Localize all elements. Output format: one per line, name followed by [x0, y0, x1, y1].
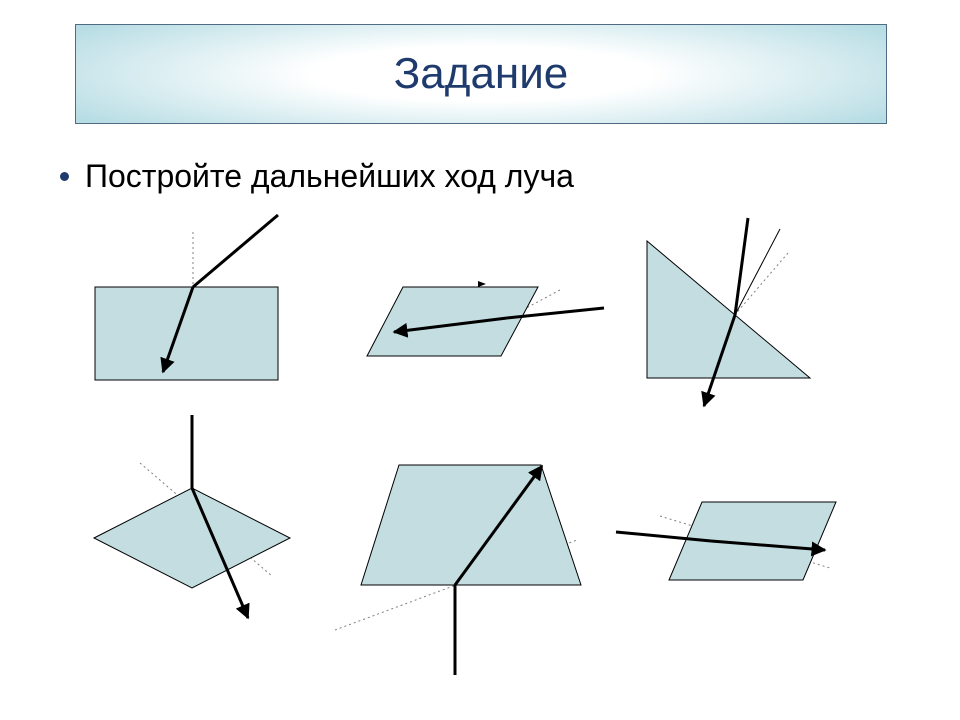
d4-rhombus	[94, 415, 290, 618]
d2-parallelogram	[367, 281, 604, 356]
refracting-shape	[669, 502, 836, 580]
d1-rectangle	[95, 215, 278, 380]
refracting-shape	[361, 465, 581, 585]
refracting-shape	[94, 488, 290, 588]
d3-triangle	[647, 218, 810, 406]
d5-trapezoid	[335, 465, 581, 675]
refracting-shape	[647, 241, 810, 378]
ray	[735, 218, 748, 315]
ray	[193, 215, 278, 287]
d6-skew-rect	[616, 502, 836, 580]
refracting-shape	[367, 287, 538, 356]
mark-icon	[478, 281, 486, 287]
diagrams-canvas	[0, 0, 960, 720]
